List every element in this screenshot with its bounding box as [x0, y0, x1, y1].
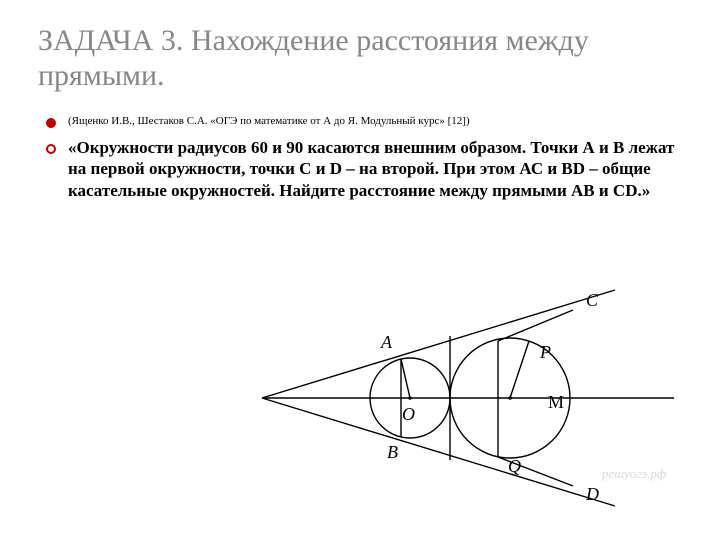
- problem-item: «Окружности радиусов 60 и 90 касаются вн…: [46, 137, 682, 201]
- svg-text:Q: Q: [508, 456, 521, 476]
- svg-text:C: C: [586, 290, 599, 310]
- geometry-figure: решуогэ.рф A B C D P Q O M: [250, 268, 680, 508]
- problem-text: «Окружности радиусов 60 и 90 касаются вн…: [68, 138, 674, 200]
- slide-title: ЗАДАЧА 3. Нахождение расстояния между пр…: [38, 24, 682, 93]
- svg-text:P: P: [539, 342, 551, 362]
- citation-item: (Ященко И.В., Шестаков С.А. «ОГЭ по мате…: [46, 111, 682, 129]
- svg-text:O: O: [402, 404, 415, 424]
- svg-text:D: D: [585, 484, 599, 504]
- svg-text:A: A: [380, 332, 393, 352]
- svg-text:M: M: [548, 392, 564, 412]
- body-list: (Ященко И.В., Шестаков С.А. «ОГЭ по мате…: [38, 111, 682, 201]
- citation-text: (Ященко И.В., Шестаков С.А. «ОГЭ по мате…: [68, 115, 470, 127]
- svg-text:решуогэ.рф: решуогэ.рф: [601, 466, 666, 481]
- svg-text:B: B: [387, 442, 398, 462]
- figure-svg: решуогэ.рф A B C D P Q O M: [250, 268, 680, 508]
